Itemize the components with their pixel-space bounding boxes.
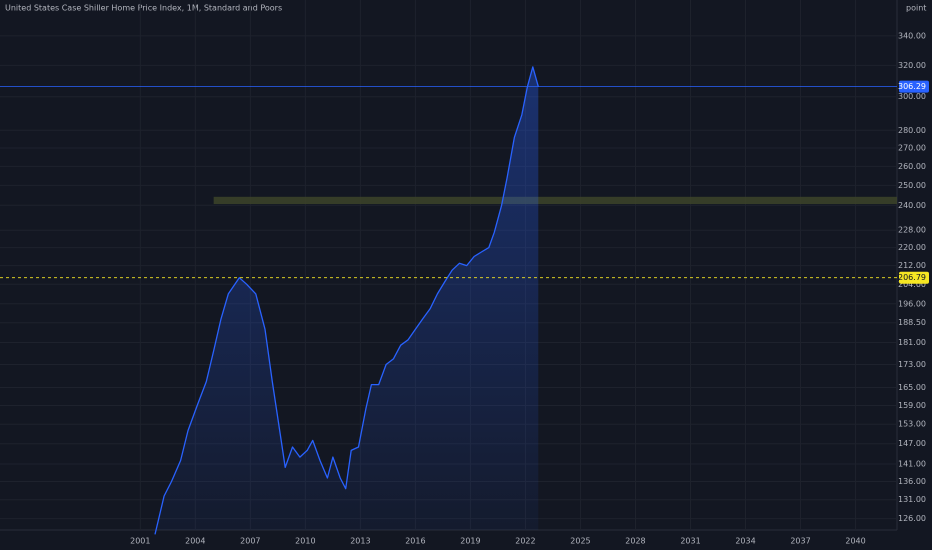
x-tick-label: 2037 (790, 537, 810, 546)
x-tick-label: 2019 (460, 537, 480, 546)
price-tag (899, 271, 929, 284)
y-tick-label: 270.00 (898, 143, 926, 152)
y-tick-label: 220.00 (898, 243, 926, 252)
y-tick-label: 240.00 (898, 201, 926, 210)
price-tag (899, 80, 929, 93)
y-tick-label: 126.00 (898, 514, 926, 523)
y-tick-label: 147.00 (898, 439, 926, 448)
x-tick-label: 2022 (515, 537, 535, 546)
y-tick-label: 153.00 (898, 420, 926, 429)
x-tick-label: 2001 (130, 537, 150, 546)
y-tick-label: 260.00 (898, 162, 926, 171)
y-tick-label: 131.00 (898, 495, 926, 504)
y-tick-label: 228.00 (898, 226, 926, 235)
y-tick-label: 141.00 (898, 459, 926, 468)
y-tick-label: 173.00 (898, 360, 926, 369)
price-tag-label: 206.79 (898, 273, 926, 282)
y-tick-label: 212.00 (898, 261, 926, 270)
x-tick-label: 2016 (405, 537, 425, 546)
price-tag-label: 306.29 (898, 82, 926, 91)
y-tick-label: 204.00 (898, 280, 926, 289)
y-tick-label: 300.00 (898, 92, 926, 101)
y-tick-label: 159.00 (898, 401, 926, 410)
x-tick-label: 2004 (185, 537, 205, 546)
y-tick-label: 136.00 (898, 477, 926, 486)
y-tick-label: 196.00 (898, 299, 926, 308)
y-tick-label: 165.00 (898, 383, 926, 392)
x-tick-label: 2025 (570, 537, 590, 546)
y-tick-label: 181.00 (898, 338, 926, 347)
area-fill (154, 66, 539, 535)
x-tick-label: 2013 (350, 537, 370, 546)
x-tick-label: 2034 (735, 537, 755, 546)
y-tick-label: 340.00 (898, 31, 926, 40)
x-tick-label: 2031 (680, 537, 700, 546)
chart-title: United States Case Shiller Home Price In… (5, 4, 282, 13)
y-tick-label: 320.00 (898, 61, 926, 70)
x-tick-label: 2007 (240, 537, 260, 546)
y-unit: point (906, 4, 926, 13)
price-line (154, 66, 539, 535)
y-tick-label: 188.50 (898, 318, 926, 327)
y-tick-label: 250.00 (898, 181, 926, 190)
x-tick-label: 2010 (295, 537, 315, 546)
y-tick-label: 280.00 (898, 126, 926, 135)
x-tick-label: 2028 (625, 537, 645, 546)
highlight-band (213, 196, 898, 205)
x-tick-label: 2040 (845, 537, 865, 546)
